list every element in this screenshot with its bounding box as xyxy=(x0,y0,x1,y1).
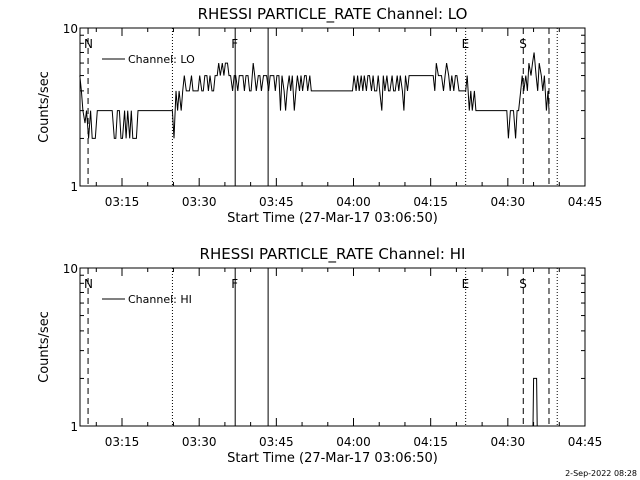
x-tick-label: 04:15 xyxy=(413,195,448,209)
plot-frame xyxy=(79,27,586,187)
event-marker-label: E xyxy=(462,277,470,291)
event-marker-label: E xyxy=(462,37,470,51)
data-series-line xyxy=(79,52,550,139)
event-marker-label: S xyxy=(519,37,527,51)
x-tick-label: 04:45 xyxy=(568,435,603,449)
y-tick-label: 1 xyxy=(70,180,78,194)
x-tick-label: 04:00 xyxy=(336,195,371,209)
chart-title: RHESSI PARTICLE_RATE Channel: LO xyxy=(198,5,468,24)
y-axis-label: Counts/sec xyxy=(37,71,52,143)
x-tick-label: 03:15 xyxy=(105,435,140,449)
data-series-line xyxy=(532,377,538,427)
y-tick-label: 1 xyxy=(70,420,78,434)
legend-label: Channel: HI xyxy=(128,293,192,306)
panel-hi: RHESSI PARTICLE_RATE Channel: HI 10 1 03:15… xyxy=(37,245,602,466)
x-tick-label: 03:30 xyxy=(182,195,217,209)
chart-title: RHESSI PARTICLE_RATE Channel: HI xyxy=(200,245,466,264)
x-axis-label: Start Time (27-Mar-17 03:06:50) xyxy=(227,451,438,466)
plot-frame xyxy=(79,267,586,427)
x-tick-label: 04:30 xyxy=(491,195,526,209)
x-axis-label: Start Time (27-Mar-17 03:06:50) xyxy=(227,211,438,226)
x-tick-label: 04:45 xyxy=(568,195,603,209)
footer-date: 2-Sep-2022 08:28 xyxy=(565,469,637,478)
x-tick-label: 03:45 xyxy=(259,435,294,449)
event-marker-label: N xyxy=(84,277,93,291)
y-axis-label: Counts/sec xyxy=(37,311,52,383)
y-tick-label: 10 xyxy=(63,262,78,276)
event-marker-label: S xyxy=(519,277,527,291)
event-marker-label: N xyxy=(84,37,93,51)
x-tick-label: 04:15 xyxy=(413,435,448,449)
event-marker-label: F xyxy=(231,277,238,291)
x-tick-label: 04:30 xyxy=(491,435,526,449)
event-marker-label: F xyxy=(231,37,238,51)
y-tick-label: 10 xyxy=(63,22,78,36)
x-tick-label: 03:30 xyxy=(182,435,217,449)
x-tick-label: 04:00 xyxy=(336,435,371,449)
panel-lo: RHESSI PARTICLE_RATE Channel: LO 10 1 03:15… xyxy=(37,5,602,226)
legend-label: Channel: LO xyxy=(128,53,195,66)
x-tick-label: 03:45 xyxy=(259,195,294,209)
x-tick-label: 03:15 xyxy=(105,195,140,209)
